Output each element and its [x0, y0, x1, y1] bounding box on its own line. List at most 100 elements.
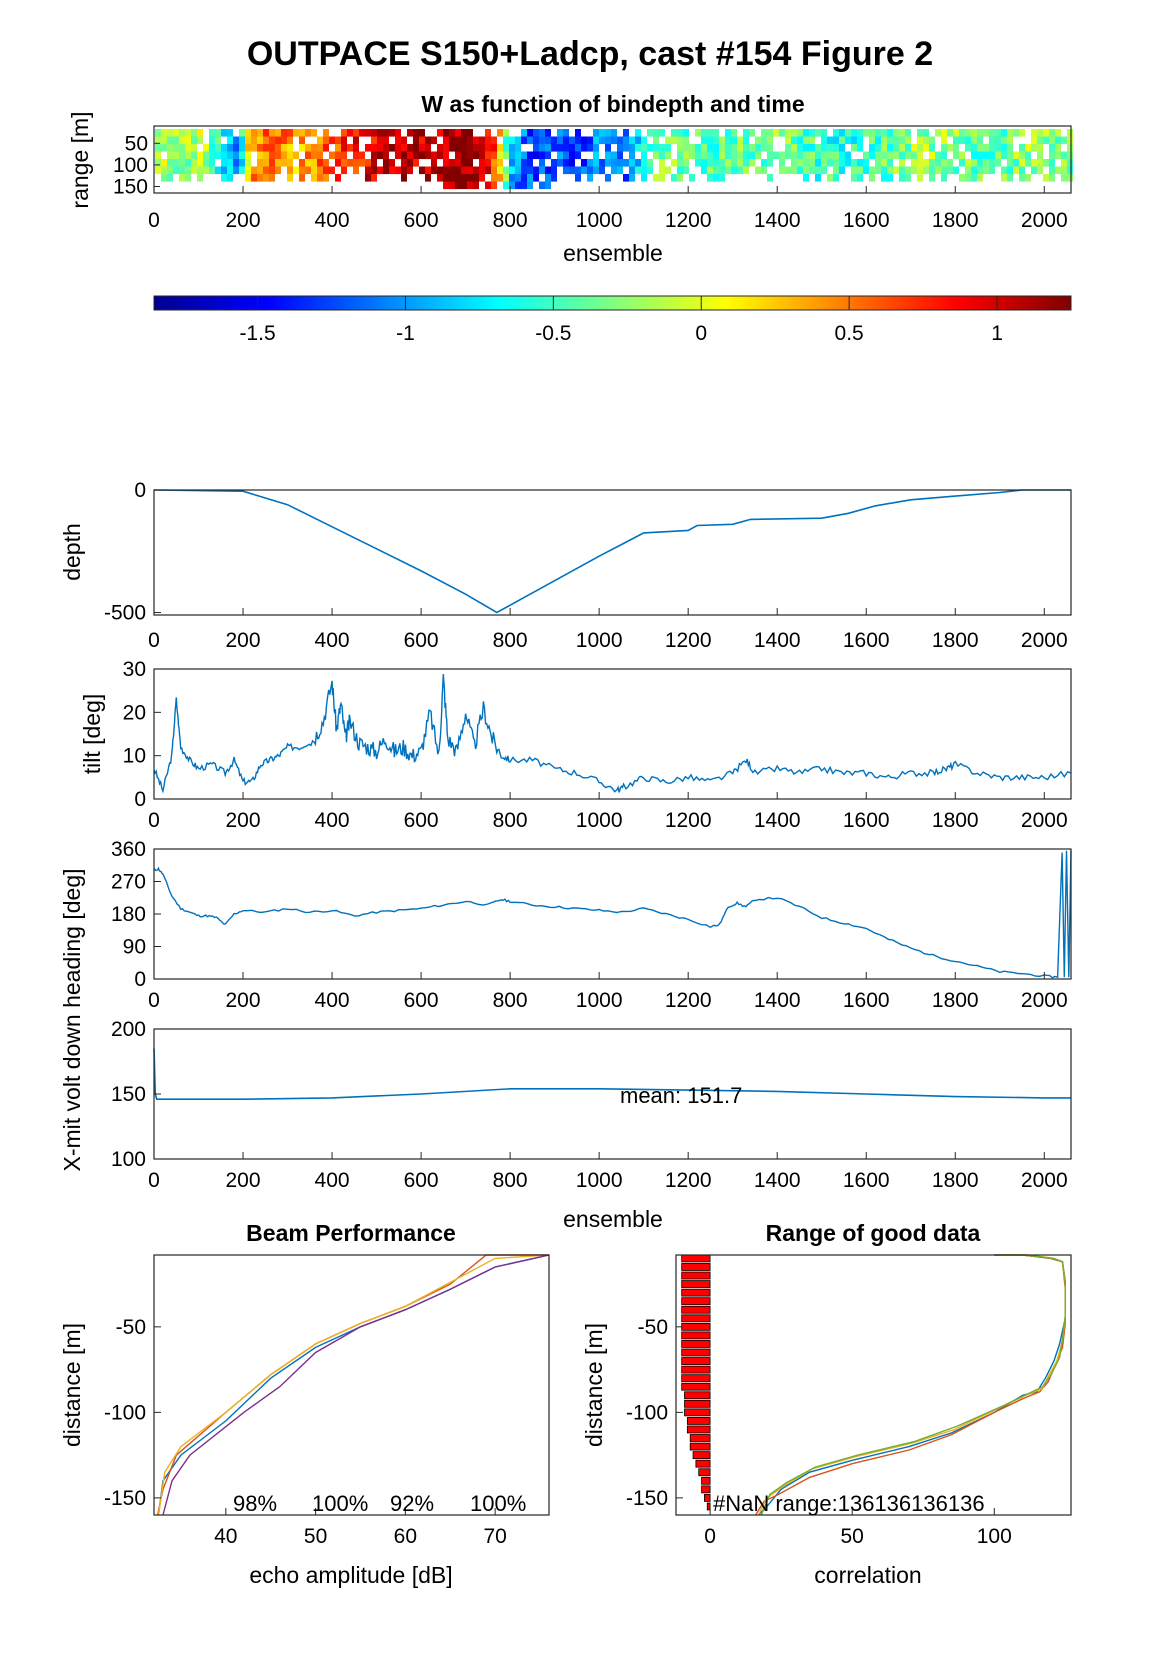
- heatmap-cell: [725, 144, 731, 152]
- heatmap-cell: [263, 151, 269, 160]
- heatmap-cell: [191, 166, 197, 175]
- heatmap-cell: [653, 136, 659, 145]
- heatmap-cell: [539, 166, 545, 175]
- heatmap-cell: [995, 129, 1001, 137]
- heatmap-cell: [665, 151, 671, 160]
- heatmap-cell: [341, 136, 347, 145]
- heatmap-cell: [227, 151, 233, 160]
- heatmap-cell: [455, 151, 461, 160]
- heatmap-cell: [485, 151, 491, 160]
- heatmap-cell: [275, 136, 281, 145]
- heatmap-cell: [1037, 144, 1043, 152]
- heatmap-cell: [515, 174, 521, 182]
- heatmap-cell: [263, 174, 269, 182]
- heatmap-cell: [407, 129, 413, 137]
- heatmap-cell: [509, 159, 515, 167]
- heatmap-cell: [593, 144, 599, 152]
- depth-x-tick-label: 0: [148, 629, 160, 652]
- heatmap-cell: [401, 166, 407, 175]
- heatmap-cell: [857, 174, 863, 182]
- depth-x-tick-label: 1800: [932, 629, 979, 652]
- heatmap-cell: [887, 174, 893, 182]
- heatmap-cell: [521, 136, 527, 145]
- beam-percent-3: 92%: [390, 1491, 434, 1516]
- heatmap-cell: [887, 136, 893, 145]
- heatmap-cell: [833, 136, 839, 145]
- beam-performance-title: Beam Performance: [246, 1220, 456, 1246]
- beam-percent-4: 100%: [470, 1491, 526, 1516]
- heatmap-cell: [371, 136, 377, 145]
- heatmap-cell: [629, 159, 635, 167]
- heatmap-cell: [863, 129, 869, 137]
- nan-count-bar: [681, 1314, 711, 1323]
- colorbar-tick-label: -1.5: [239, 322, 275, 345]
- colorbar-tick-label: -1: [396, 322, 415, 345]
- heatmap-cell: [983, 159, 989, 167]
- heatmap-cell: [881, 136, 887, 145]
- heading-y-tick-label: 360: [111, 838, 146, 861]
- heatmap-cell: [857, 159, 863, 167]
- heatmap-cell: [983, 151, 989, 160]
- heatmap-cell: [317, 144, 323, 152]
- nan-range-annotation: #NaN range:136136136136: [713, 1491, 985, 1516]
- heatmap-cell: [923, 136, 929, 145]
- heatmap-cell: [371, 166, 377, 175]
- heatmap-cell: [455, 129, 461, 137]
- heatmap-x-tick-label: 1400: [754, 209, 801, 232]
- heatmap-cell: [407, 151, 413, 160]
- xmit-volt-x-tick-label: 1800: [932, 1169, 979, 1192]
- heatmap-cell: [479, 166, 485, 175]
- heatmap-cell: [953, 136, 959, 145]
- heatmap-cell: [395, 129, 401, 137]
- figure-title: OUTPACE S150+Ladcp, cast #154 Figure 2: [247, 35, 933, 73]
- heatmap-cell: [815, 151, 821, 160]
- nan-count-bar: [684, 1399, 711, 1408]
- heatmap-cell: [1031, 129, 1037, 137]
- heatmap-cell: [275, 159, 281, 167]
- heatmap-cell: [245, 159, 251, 167]
- nan-count-bar: [681, 1365, 711, 1374]
- heatmap-cell: [587, 166, 593, 175]
- heatmap-cell: [947, 144, 953, 152]
- heatmap-cell: [1001, 144, 1007, 152]
- heatmap-cell: [263, 159, 269, 167]
- heatmap-cell: [455, 181, 461, 190]
- heatmap-cell: [563, 129, 569, 137]
- heatmap-cell: [695, 159, 701, 167]
- heatmap-cell: [1013, 151, 1019, 160]
- tilt-x-tick-label: 1000: [576, 809, 623, 832]
- xmit-volt-x-tick-label: 1000: [576, 1169, 623, 1192]
- correlation-x-ticks: 0 50 100: [704, 1508, 1012, 1548]
- tilt-x-ticks: 0 200 400 600 800 1000 1200 1400 1600 1800 2000: [148, 792, 1068, 832]
- heatmap-cell: [563, 144, 569, 152]
- heatmap-cell: [179, 136, 185, 145]
- tilt-x-tick-label: 600: [404, 809, 439, 832]
- heatmap-cell: [353, 144, 359, 152]
- heatmap-cell: [761, 159, 767, 167]
- heatmap-cell: [1013, 129, 1019, 137]
- heatmap-cell: [197, 151, 203, 160]
- heatmap-cell: [689, 151, 695, 160]
- heatmap-cell: [929, 136, 935, 145]
- heatmap-cell: [539, 151, 545, 160]
- heading-x-tick-label: 2000: [1021, 989, 1068, 1012]
- heatmap-cell: [671, 136, 677, 145]
- heatmap-cell: [839, 151, 845, 160]
- heatmap-cell: [521, 174, 527, 182]
- heatmap-cell: [227, 166, 233, 175]
- correlation-line-1: [757, 1254, 1066, 1516]
- heatmap-cell: [677, 151, 683, 160]
- heatmap-cell: [395, 166, 401, 175]
- heatmap-cell: [827, 159, 833, 167]
- heatmap-cell: [287, 151, 293, 160]
- heatmap-cell: [791, 151, 797, 160]
- heatmap-cell: [263, 136, 269, 145]
- heatmap-cell: [557, 151, 563, 160]
- heatmap-cell: [827, 174, 833, 182]
- heatmap-cell: [467, 166, 473, 175]
- heatmap-cell: [389, 129, 395, 137]
- heatmap-cell: [527, 166, 533, 175]
- heatmap-cell: [569, 151, 575, 160]
- heading-x-tick-label: 1400: [754, 989, 801, 1012]
- heatmap-cell: [1061, 159, 1067, 167]
